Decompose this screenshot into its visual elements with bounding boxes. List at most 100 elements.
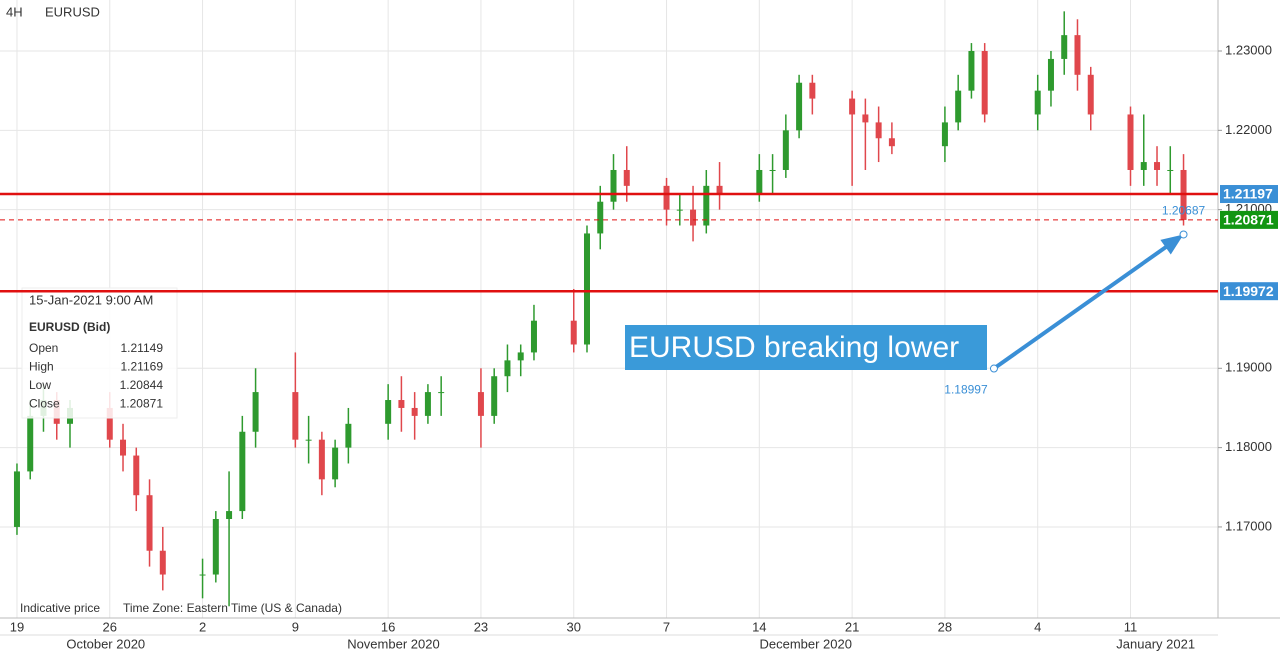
x-tick-label: 7 — [663, 619, 670, 634]
x-tick-label: 9 — [292, 619, 299, 634]
y-tick-label: 1.19000 — [1225, 360, 1272, 375]
trend-arrow — [992, 242, 1171, 371]
footer-note: Time Zone: Eastern Time (US & Canada) — [123, 601, 342, 615]
info-datetime: 15-Jan-2021 9:00 AM — [29, 292, 153, 307]
candle-body — [1087, 74, 1094, 115]
candle-body — [292, 392, 299, 440]
candle-body — [226, 511, 233, 520]
arrow-head — [1160, 234, 1184, 255]
candle-body — [716, 185, 723, 194]
candle-body — [252, 392, 259, 432]
x-tick-label: 21 — [845, 619, 859, 634]
info-field: Low — [29, 378, 51, 392]
candle-body — [610, 169, 617, 202]
candle-body — [809, 82, 816, 99]
candle-body — [13, 471, 20, 527]
candle-body — [769, 169, 776, 171]
candle-body — [955, 90, 962, 123]
candle-body — [530, 320, 537, 353]
candle-body — [146, 495, 153, 551]
candle-body — [1034, 90, 1041, 115]
candle-body — [888, 138, 895, 147]
info-value: 1.21149 — [121, 341, 164, 355]
candle-body — [570, 320, 577, 345]
month-label: December 2020 — [759, 636, 852, 651]
candle-body — [491, 376, 498, 416]
footer-note: Indicative price — [20, 601, 100, 615]
arrow-end-label: 1.20687 — [1162, 204, 1206, 218]
y-tick-label: 1.17000 — [1225, 518, 1272, 533]
x-tick-label: 11 — [1124, 619, 1138, 634]
candle-body — [676, 209, 683, 211]
x-tick-label: 16 — [381, 619, 395, 634]
candle-body — [159, 550, 166, 575]
level-tag — [1220, 282, 1278, 301]
info-box: 15-Jan-2021 9:00 AM EURUSD (Bid) Open 1.211… — [21, 287, 178, 419]
x-tick-label: 28 — [938, 619, 952, 634]
candle-body — [398, 400, 405, 408]
candle-body — [517, 352, 524, 361]
candle-body — [1061, 35, 1068, 59]
symbol-title: EURUSD — [45, 4, 100, 19]
info-symbol: EURUSD (Bid) — [29, 320, 110, 334]
candle-body — [120, 439, 127, 456]
candle-body — [332, 447, 339, 480]
candle-body — [212, 519, 219, 575]
x-tick-label: 2 — [199, 619, 206, 634]
candle-body — [239, 431, 246, 512]
candle-body — [1140, 162, 1147, 170]
level-tag — [1220, 185, 1278, 204]
level-label: 1.21197 — [1223, 186, 1273, 202]
info-field: Close — [29, 397, 60, 411]
candle-body — [782, 130, 789, 170]
candle-body — [663, 185, 670, 210]
month-label: January 2021 — [1116, 636, 1195, 651]
y-tick-label: 1.18000 — [1225, 439, 1272, 454]
level-tag — [1220, 210, 1278, 229]
candle-body — [875, 122, 882, 139]
candle-body — [1074, 35, 1081, 75]
candle-body — [941, 122, 948, 147]
candle-body — [1047, 58, 1054, 91]
arrow-end — [1179, 230, 1188, 239]
candle-body — [318, 439, 325, 480]
candle-body — [411, 407, 418, 416]
x-tick-label: 14 — [752, 619, 766, 634]
candle-body — [133, 455, 140, 496]
candle-body — [849, 98, 856, 115]
level-label: 1.20871 — [1223, 212, 1274, 228]
candle-body — [583, 233, 590, 345]
arrow-end — [989, 364, 998, 373]
candle-body — [690, 209, 697, 226]
info-panel — [21, 287, 178, 419]
candle-body — [796, 82, 803, 131]
candle-body — [1167, 169, 1174, 171]
x-tick-label: 23 — [474, 619, 488, 634]
candle-body — [1127, 114, 1134, 170]
annotation-box — [625, 325, 987, 370]
level-label: 1.19972 — [1223, 283, 1274, 299]
candle-body — [477, 392, 484, 416]
candle-body — [968, 51, 975, 91]
info-field: High — [29, 360, 54, 374]
x-tick-label: 4 — [1034, 619, 1041, 634]
candle-body — [597, 201, 604, 234]
arrow-start-label: 1.18997 — [944, 383, 988, 397]
candle-body — [703, 185, 710, 226]
candle-body — [305, 439, 312, 441]
candle-body — [106, 407, 113, 440]
info-value: 1.21169 — [121, 360, 164, 374]
annotation: EURUSD breaking lower — [629, 331, 959, 364]
candle-body — [756, 169, 763, 194]
candle-body — [981, 51, 988, 115]
info-value: 1.20871 — [120, 397, 164, 411]
candle-body — [345, 423, 352, 448]
month-label: October 2020 — [66, 636, 145, 651]
info-value: 1.20844 — [120, 378, 164, 392]
candle-body — [199, 574, 206, 576]
month-label: November 2020 — [347, 636, 440, 651]
candle-body — [1154, 162, 1161, 170]
candle-body — [623, 169, 630, 186]
candle-body — [862, 114, 869, 123]
